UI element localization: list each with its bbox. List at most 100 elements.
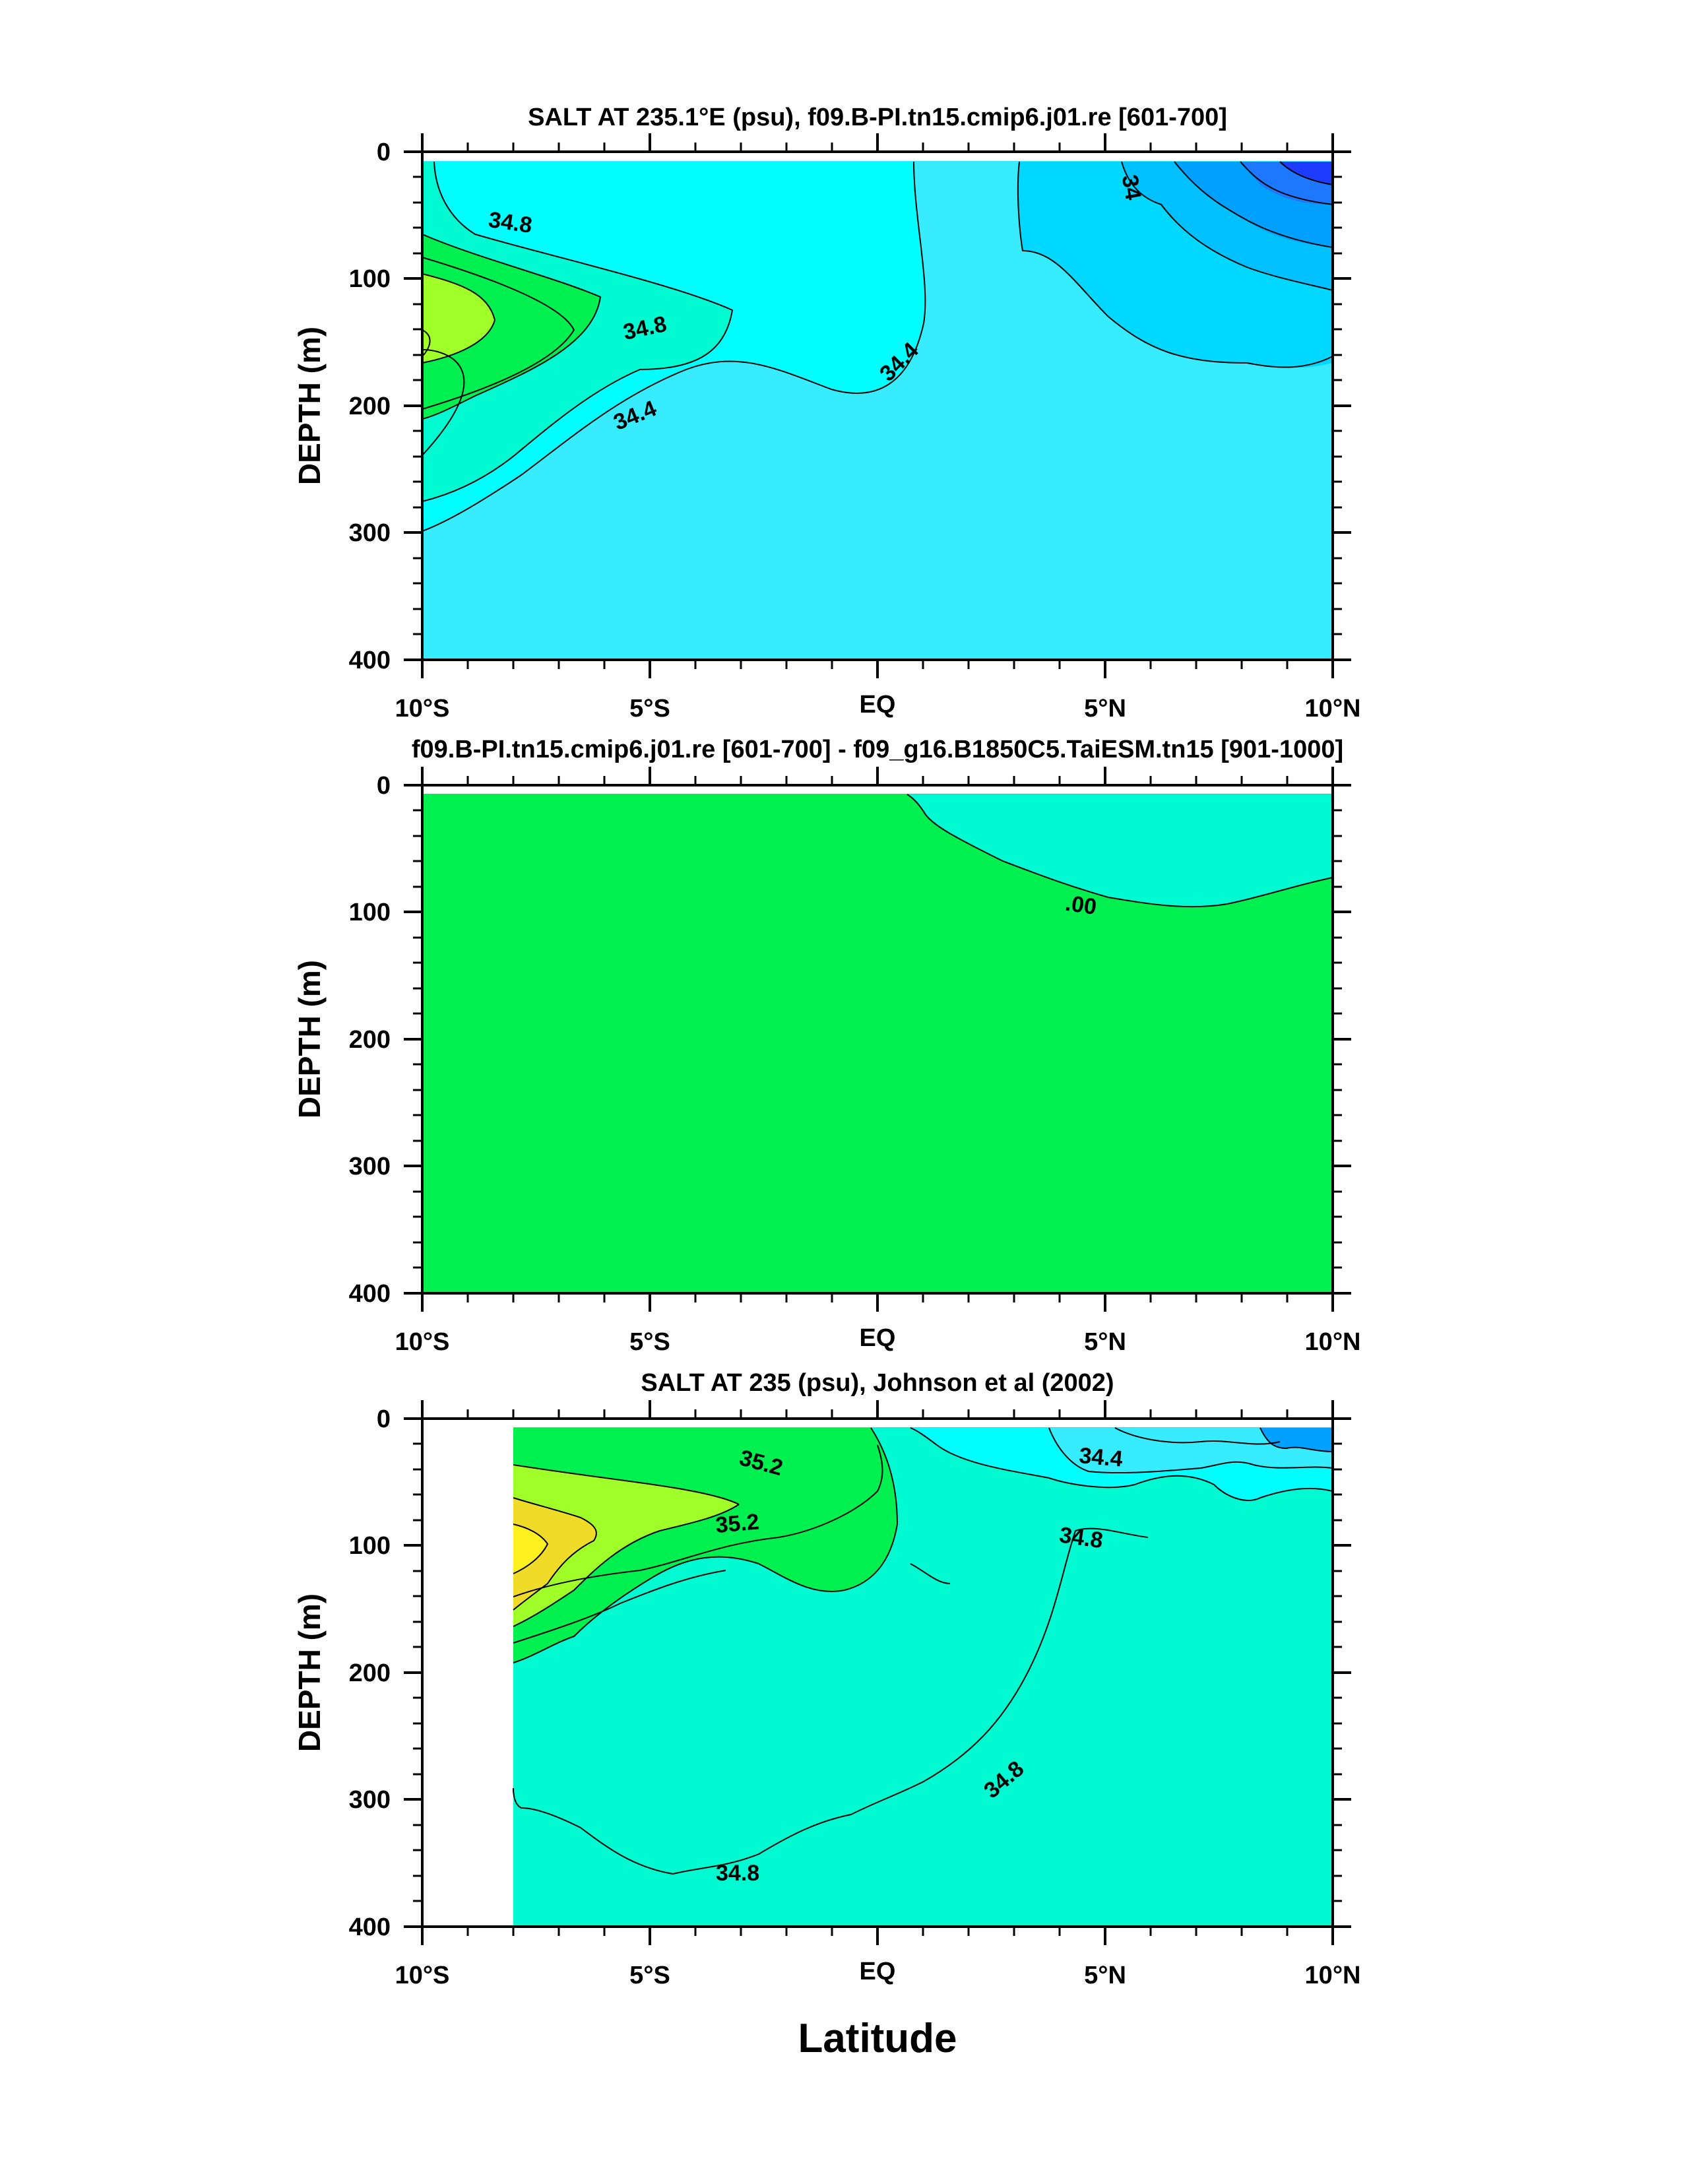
contour-line <box>422 161 734 502</box>
panel-title: f09.B-PI.tn15.cmip6.j01.re [601-700] - f… <box>412 736 1343 763</box>
panel-title: SALT AT 235.1°E (psu), f09.B-PI.tn15.cmi… <box>528 104 1227 131</box>
x-tick-label: 5°S <box>629 695 670 723</box>
x-tick-label: 10°N <box>1305 695 1361 723</box>
y-axis-label: DEPTH (m) <box>292 327 327 485</box>
contour-line <box>422 349 465 456</box>
x-tick-label: 5°S <box>629 1328 670 1356</box>
x-tick-label: EQ <box>860 1958 896 1985</box>
x-tick-label: 5°N <box>1084 695 1126 723</box>
contour-line <box>422 234 602 420</box>
contour-fill-yellow-green <box>513 1465 739 1626</box>
x-minor-ticks <box>466 143 1289 669</box>
panel-title: SALT AT 235 (psu), Johnson et al (2002) <box>641 1369 1114 1397</box>
contour-line <box>1279 161 1333 185</box>
contour-line <box>513 1527 1149 1875</box>
y-tick-label: 300 <box>349 1153 391 1180</box>
x-ticks <box>421 133 1334 678</box>
contour-line <box>513 1504 740 1627</box>
contour-fill-light-cyan <box>1049 1428 1333 1473</box>
y-axis-label: DEPTH (m) <box>292 1593 327 1752</box>
contour-line <box>1017 161 1333 368</box>
x-tick-label: EQ <box>860 1324 896 1352</box>
contour-fill-blue-mid <box>1260 1428 1333 1452</box>
x-tick-label: 10°S <box>395 695 450 723</box>
contour-line <box>910 1427 1333 1501</box>
contour-line <box>513 1444 883 1597</box>
contour-fill-yellow <box>513 1524 548 1574</box>
contour-line <box>1240 161 1333 205</box>
x-tick-label: EQ <box>860 691 896 719</box>
contour-line <box>513 1524 549 1574</box>
y-tick-label: 300 <box>349 519 391 547</box>
contour-label: 34.4 <box>1078 1443 1124 1472</box>
x-ticks <box>421 767 1334 1312</box>
x-tick-label: 10°N <box>1305 1328 1361 1356</box>
y-ticks <box>404 784 1351 1295</box>
contour-line <box>422 273 496 364</box>
x-axis-label: Latitude <box>798 2016 957 2061</box>
y-tick-label: 400 <box>349 1280 391 1308</box>
y-axis-label: DEPTH (m) <box>292 960 327 1118</box>
y-tick-label: 400 <box>349 1913 391 1941</box>
x-tick-label: 10°S <box>395 1962 450 1989</box>
x-tick-label: 5°N <box>1084 1328 1126 1356</box>
x-minor-ticks <box>466 776 1289 1302</box>
contour-fill-yellow-green <box>422 274 495 363</box>
contour-line <box>513 1497 597 1611</box>
contour-label: 34.8 <box>487 207 534 238</box>
contour-label: 34.8 <box>716 1861 759 1886</box>
contour-fill-gold <box>513 1498 596 1610</box>
plot-area: 35.2 35.2 34.4 34.8 34.8 34.8 <box>292 1400 1360 2061</box>
contour-line <box>910 1563 951 1584</box>
white-strip <box>513 1419 1333 1427</box>
panel-model-salinity: SALT AT 235.1°E (psu), f09.B-PI.tn15.cmi… <box>292 104 1360 723</box>
y-tick-label: 400 <box>349 647 391 674</box>
panel-difference: f09.B-PI.tn15.cmip6.j01.re [601-700] - f… <box>292 736 1360 1356</box>
y-tick-label: 200 <box>349 1659 391 1687</box>
contour-label: .00 <box>1064 891 1098 920</box>
y-tick-label: 100 <box>349 899 391 926</box>
white-strip <box>422 785 1333 794</box>
contour-line <box>422 329 431 357</box>
y-tick-label: 0 <box>377 1405 391 1433</box>
y-tick-label: 300 <box>349 1786 391 1814</box>
x-tick-label: 5°S <box>629 1962 670 1989</box>
contour-label: 35.2 <box>715 1509 760 1538</box>
contour-line <box>513 1427 899 1663</box>
y-ticks <box>404 150 1351 661</box>
y-minor-ticks <box>413 809 1342 1269</box>
contour-line <box>513 1570 726 1644</box>
contour-line <box>1174 161 1333 248</box>
contour-line <box>1121 161 1333 291</box>
y-tick-label: 200 <box>349 1026 391 1054</box>
y-tick-label: 200 <box>349 393 391 420</box>
contour-fill-green <box>422 234 600 419</box>
contour-label: 34 <box>1117 173 1146 202</box>
contour-line <box>907 794 1333 908</box>
contour-line <box>1259 1427 1333 1452</box>
y-minor-ticks <box>413 1442 1342 1902</box>
plot-area: 34.8 34.8 34.4 34.4 34 <box>292 133 1360 723</box>
contour-label: 34.8 <box>1058 1522 1104 1553</box>
contour-line <box>422 257 575 410</box>
panel-observed-salinity: SALT AT 235 (psu), Johnson et al (2002) <box>292 1369 1360 2061</box>
y-tick-label: 100 <box>349 1532 391 1560</box>
contour-fill-aqua <box>907 794 1333 907</box>
y-minor-ticks <box>413 176 1342 635</box>
contour-line <box>1048 1427 1333 1474</box>
contour-line <box>513 1464 740 1505</box>
x-tick-label: 10°S <box>395 1328 450 1356</box>
x-tick-label: 5°N <box>1084 1962 1126 1989</box>
blank-region <box>422 1419 513 1927</box>
white-strip <box>422 152 1333 161</box>
x-tick-label: 10°N <box>1305 1962 1361 1989</box>
y-ticks <box>404 1417 1351 1928</box>
y-tick-label: 100 <box>349 265 391 293</box>
contour-fill-blue-5 <box>1280 162 1333 185</box>
plot-area: .00 <box>292 767 1360 1356</box>
contour-line <box>1114 1427 1281 1445</box>
x-ticks <box>421 1400 1334 1945</box>
contour-line <box>422 161 926 532</box>
x-minor-ticks <box>466 1409 1289 1936</box>
